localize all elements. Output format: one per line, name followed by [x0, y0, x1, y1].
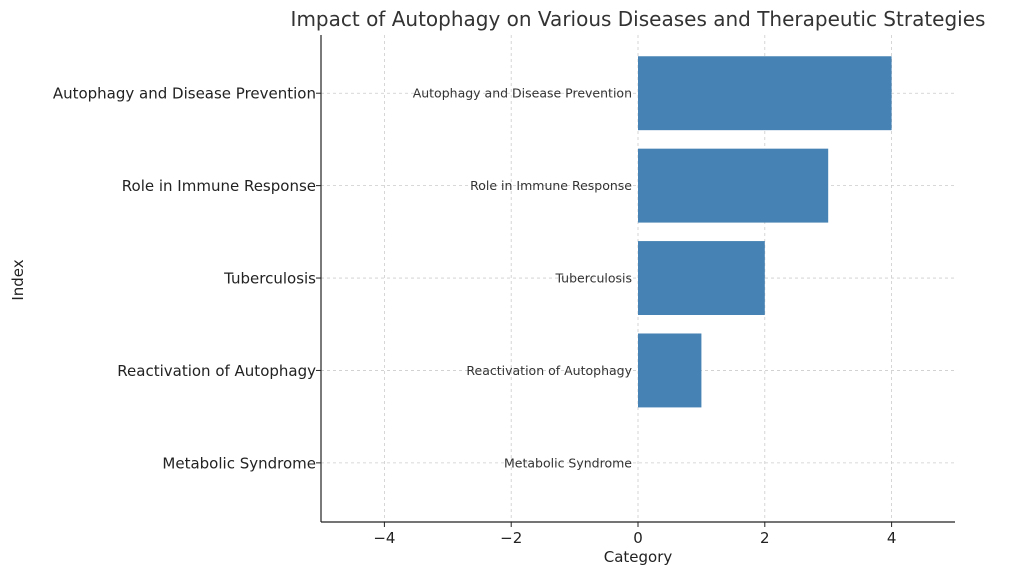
- bar: [638, 241, 765, 316]
- data-label: Role in Immune Response: [470, 178, 632, 193]
- bars: [638, 56, 892, 408]
- bar: [638, 56, 892, 131]
- x-tick-label: 0: [633, 529, 643, 547]
- data-labels: Autophagy and Disease Prevention Role in …: [413, 86, 633, 471]
- y-tick-labels: Autophagy and Disease Prevention Role in …: [53, 85, 316, 473]
- chart-title: Impact of Autophagy on Various Diseases …: [291, 7, 986, 31]
- x-tick-label: 2: [760, 529, 770, 547]
- bar: [638, 148, 829, 223]
- x-tick-label: −4: [373, 529, 395, 547]
- x-tick-label: −2: [500, 529, 522, 547]
- x-tick-labels: −4 −2 0 2 4: [373, 529, 896, 547]
- x-axis-label: Category: [604, 548, 673, 566]
- y-tick-label: Role in Immune Response: [122, 177, 316, 195]
- y-tick-label: Metabolic Syndrome: [162, 454, 316, 472]
- bar: [638, 333, 702, 408]
- x-tick-label: 4: [887, 529, 897, 547]
- y-tick-label: Autophagy and Disease Prevention: [53, 85, 316, 103]
- data-label: Reactivation of Autophagy: [466, 363, 632, 378]
- y-axis-label: Index: [9, 259, 27, 300]
- y-tick-label: Tuberculosis: [223, 270, 316, 288]
- axes: [316, 35, 955, 527]
- data-label: Metabolic Syndrome: [504, 455, 632, 470]
- y-tick-label: Reactivation of Autophagy: [117, 362, 316, 380]
- data-label: Tuberculosis: [554, 271, 632, 286]
- data-label: Autophagy and Disease Prevention: [413, 86, 632, 101]
